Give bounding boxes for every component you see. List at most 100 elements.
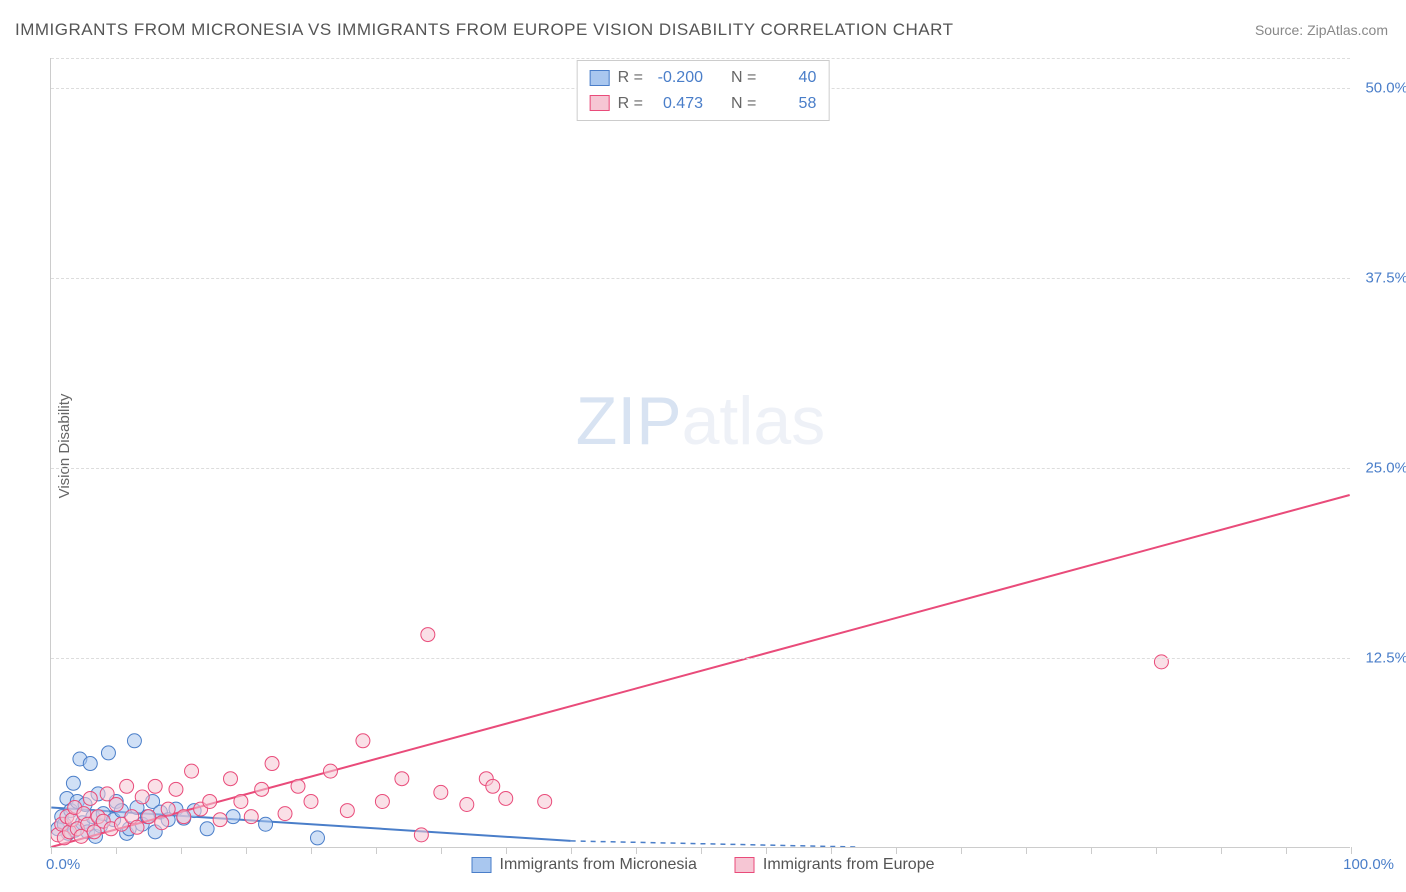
data-point bbox=[200, 822, 214, 836]
data-point bbox=[310, 831, 324, 845]
source-attribution: Source: ZipAtlas.com bbox=[1255, 22, 1388, 38]
xtick bbox=[181, 847, 182, 854]
xtick bbox=[376, 847, 377, 854]
data-point bbox=[109, 798, 123, 812]
data-point bbox=[101, 746, 115, 760]
xtick bbox=[1286, 847, 1287, 854]
data-point bbox=[161, 802, 175, 816]
stat-R-label: R = bbox=[618, 65, 643, 91]
legend-swatch bbox=[735, 857, 755, 873]
data-point bbox=[434, 785, 448, 799]
ytick-label: 37.5% bbox=[1365, 270, 1406, 287]
series-swatch bbox=[590, 95, 610, 111]
data-point bbox=[127, 734, 141, 748]
xtick bbox=[896, 847, 897, 854]
xtick bbox=[506, 847, 507, 854]
xtick bbox=[831, 847, 832, 854]
data-point bbox=[356, 734, 370, 748]
data-point bbox=[460, 798, 474, 812]
data-point bbox=[224, 772, 238, 786]
trend-line bbox=[51, 495, 1349, 847]
data-point bbox=[226, 810, 240, 824]
data-point bbox=[169, 782, 183, 796]
stat-N-label: N = bbox=[731, 65, 756, 91]
stat-N-value: 40 bbox=[764, 65, 816, 91]
xtick bbox=[961, 847, 962, 854]
plot-area: ZIPatlas 12.5%25.0%37.5%50.0% bbox=[50, 58, 1350, 848]
xtick bbox=[701, 847, 702, 854]
xtick bbox=[1156, 847, 1157, 854]
legend-label: Immigrants from Europe bbox=[763, 856, 935, 874]
data-point bbox=[83, 757, 97, 771]
data-point bbox=[213, 813, 227, 827]
xtick bbox=[1221, 847, 1222, 854]
xtick bbox=[766, 847, 767, 854]
data-point bbox=[244, 810, 258, 824]
data-point bbox=[265, 757, 279, 771]
x-max-label: 100.0% bbox=[1343, 856, 1394, 873]
data-point bbox=[135, 790, 149, 804]
legend: Immigrants from Micronesia Immigrants fro… bbox=[472, 856, 935, 874]
xtick bbox=[1091, 847, 1092, 854]
series-swatch bbox=[590, 70, 610, 86]
x-origin-label: 0.0% bbox=[46, 856, 80, 873]
stats-row: R = -0.200 N = 40 bbox=[590, 65, 817, 91]
data-point bbox=[255, 782, 269, 796]
xtick bbox=[571, 847, 572, 854]
data-point bbox=[499, 791, 513, 805]
correlation-stats-box: R = -0.200 N = 40 R = 0.473 N = 58 bbox=[577, 60, 830, 121]
data-point bbox=[130, 820, 144, 834]
stat-R-value: -0.200 bbox=[651, 65, 703, 91]
xtick bbox=[1026, 847, 1027, 854]
stat-R-label: R = bbox=[618, 91, 643, 117]
gridline bbox=[51, 58, 1350, 59]
chart-title: IMMIGRANTS FROM MICRONESIA VS IMMIGRANTS… bbox=[15, 20, 953, 40]
data-point bbox=[414, 828, 428, 842]
stat-N-value: 58 bbox=[764, 91, 816, 117]
data-point bbox=[120, 779, 134, 793]
xtick bbox=[311, 847, 312, 854]
stats-row: R = 0.473 N = 58 bbox=[590, 91, 817, 117]
xtick bbox=[246, 847, 247, 854]
data-point bbox=[1154, 655, 1168, 669]
data-point bbox=[486, 779, 500, 793]
data-point bbox=[340, 804, 354, 818]
xtick bbox=[441, 847, 442, 854]
data-point bbox=[234, 794, 248, 808]
legend-item: Immigrants from Micronesia bbox=[472, 856, 697, 874]
trend-line-dashed bbox=[571, 841, 857, 847]
data-point bbox=[323, 764, 337, 778]
ytick-label: 12.5% bbox=[1365, 650, 1406, 667]
gridline bbox=[51, 468, 1350, 469]
data-point bbox=[304, 794, 318, 808]
data-point bbox=[66, 776, 80, 790]
stat-R-value: 0.473 bbox=[651, 91, 703, 117]
data-point bbox=[185, 764, 199, 778]
gridline bbox=[51, 658, 1350, 659]
data-point bbox=[259, 817, 273, 831]
xtick bbox=[51, 847, 52, 854]
xtick bbox=[1351, 847, 1352, 854]
legend-swatch bbox=[472, 857, 492, 873]
data-point bbox=[538, 794, 552, 808]
ytick-label: 50.0% bbox=[1365, 80, 1406, 97]
data-point bbox=[395, 772, 409, 786]
data-point bbox=[177, 810, 191, 824]
legend-label: Immigrants from Micronesia bbox=[500, 856, 697, 874]
data-point bbox=[155, 816, 169, 830]
data-point bbox=[291, 779, 305, 793]
data-point bbox=[142, 810, 156, 824]
stat-N-label: N = bbox=[731, 91, 756, 117]
data-point bbox=[278, 807, 292, 821]
ytick-label: 25.0% bbox=[1365, 460, 1406, 477]
data-point bbox=[148, 779, 162, 793]
gridline bbox=[51, 278, 1350, 279]
xtick bbox=[636, 847, 637, 854]
data-point bbox=[421, 628, 435, 642]
legend-item: Immigrants from Europe bbox=[735, 856, 935, 874]
data-point bbox=[83, 791, 97, 805]
data-point bbox=[203, 794, 217, 808]
chart-svg bbox=[51, 58, 1350, 847]
data-point bbox=[375, 794, 389, 808]
xtick bbox=[116, 847, 117, 854]
